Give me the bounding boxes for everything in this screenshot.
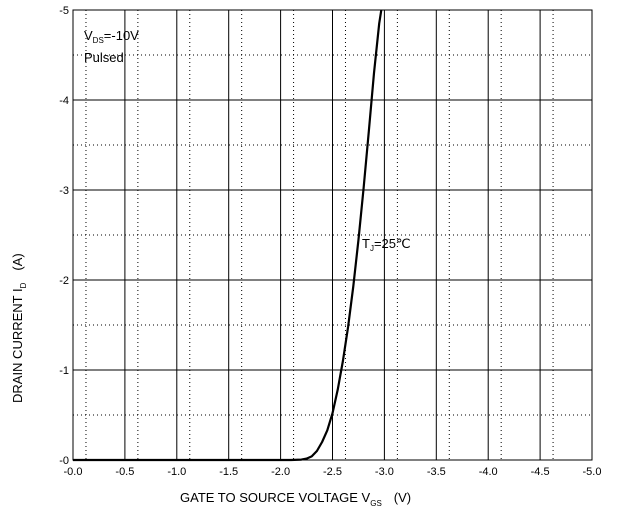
- series-layer: [73, 9, 383, 462]
- x-tick-label: -1.5: [219, 466, 238, 478]
- series-label-tj: TJ=25℃: [362, 236, 411, 253]
- grid: [73, 10, 592, 460]
- x-tick-label: -4.0: [479, 466, 498, 478]
- condition-vds: VDS=-10V: [84, 28, 139, 45]
- x-tick-label: -0.0: [64, 466, 83, 478]
- condition-pulsed: Pulsed: [84, 50, 124, 65]
- x-axis-label: GATE TO SOURCE VOLTAGE VGS (V): [180, 490, 411, 508]
- x-tick-label: -5.0: [583, 466, 602, 478]
- tick-labels: -0.0 -0.5 -1.0 -1.5 -2.0 -2.5 -3.0 -3.5 -4.0 -4.5…: [59, 5, 601, 478]
- x-tick-label: -4.5: [531, 466, 550, 478]
- x-tick-label: -1.0: [167, 466, 186, 478]
- series-line: [73, 9, 383, 462]
- y-tick-label: -5: [59, 5, 69, 17]
- y-tick-label: -2: [59, 275, 69, 287]
- y-axis-label: DRAIN CURRENT ID(A): [10, 253, 28, 403]
- x-tick-label: -3.5: [427, 466, 446, 478]
- x-tick-label: -2.0: [271, 466, 290, 478]
- y-tick-label: -4: [59, 95, 69, 107]
- x-tick-label: -3.0: [375, 466, 394, 478]
- plot-frame: [72, 9, 593, 461]
- x-tick-label: -0.5: [115, 466, 134, 478]
- y-tick-label: -1: [59, 365, 69, 377]
- y-tick-label: -0: [59, 455, 69, 467]
- y-tick-label: -3: [59, 185, 69, 197]
- x-tick-label: -2.5: [323, 466, 342, 478]
